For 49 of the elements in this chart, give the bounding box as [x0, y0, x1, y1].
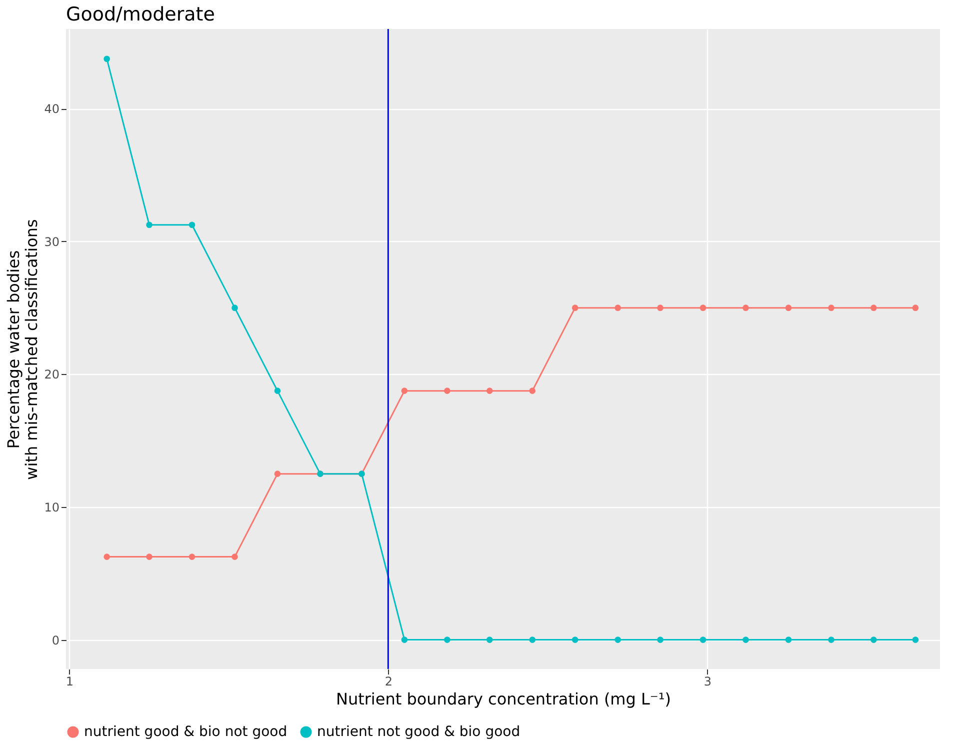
y-tick-label: 30 [44, 234, 60, 249]
x-tick-label: 3 [704, 674, 712, 688]
point [870, 304, 877, 311]
point [657, 636, 664, 643]
y-axis-title: Percentage water bodies with mis-matched classifications [4, 219, 42, 480]
point [529, 388, 536, 394]
point [188, 554, 196, 560]
point [785, 304, 792, 311]
point [614, 304, 621, 311]
y-tick-label: 40 [44, 102, 60, 116]
point [572, 636, 578, 643]
point [912, 304, 919, 311]
point [700, 304, 706, 311]
chart-title: Good/moderate [66, 3, 215, 26]
legend-label: nutrient good & bio not good [84, 724, 288, 740]
point [657, 304, 664, 311]
point [274, 388, 281, 394]
point [572, 304, 578, 311]
point [274, 470, 281, 477]
legend-label: nutrient not good & bio good [317, 724, 520, 740]
point [785, 636, 792, 643]
point [828, 304, 834, 311]
point [444, 636, 450, 643]
y-tick-label: 20 [44, 368, 60, 382]
y-tick-label: 10 [44, 500, 60, 515]
point [401, 636, 408, 643]
point [401, 388, 408, 394]
point [870, 636, 877, 643]
point [188, 222, 196, 228]
x-tick-label: 2 [384, 674, 392, 688]
point [486, 388, 493, 394]
point [104, 56, 110, 62]
point [146, 554, 152, 560]
point [742, 636, 749, 643]
point [529, 636, 536, 643]
x-axis-title: Nutrient boundary concentration (mg L⁻¹) [336, 690, 672, 708]
point [104, 554, 110, 560]
point [444, 388, 450, 394]
point [614, 636, 621, 643]
point [486, 636, 493, 643]
point [232, 554, 238, 560]
x-tick-label: 1 [66, 674, 74, 688]
point [828, 636, 834, 643]
y-tick-label: 0 [52, 633, 60, 648]
point [912, 636, 919, 643]
point [232, 304, 238, 311]
point [700, 636, 706, 643]
point [146, 222, 152, 228]
point [742, 304, 749, 311]
